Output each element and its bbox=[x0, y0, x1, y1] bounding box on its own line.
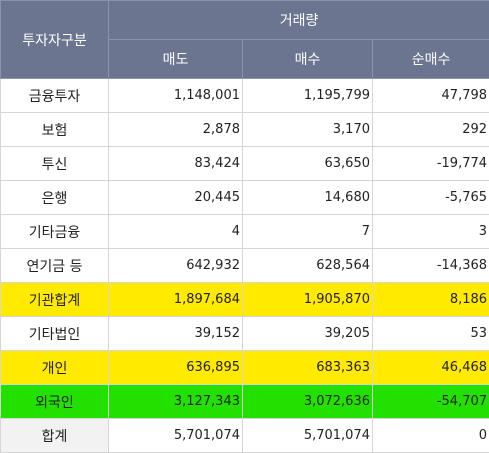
row-label: 금융투자 bbox=[1, 79, 109, 113]
sell-value: 1,897,684 bbox=[109, 283, 243, 317]
header-net-buy: 순매수 bbox=[373, 40, 489, 79]
table-row: 기타금융 4 7 3 bbox=[1, 215, 489, 249]
table-row-institution-total: 기관합계 1,897,684 1,905,870 8,186 bbox=[1, 283, 489, 317]
row-label: 기관합계 bbox=[1, 283, 109, 317]
buy-value: 1,195,799 bbox=[243, 79, 373, 113]
row-label: 은행 bbox=[1, 181, 109, 215]
buy-value: 3,170 bbox=[243, 113, 373, 147]
sell-value: 4 bbox=[109, 215, 243, 249]
buy-value: 39,205 bbox=[243, 317, 373, 351]
net-buy-value: 3 bbox=[373, 215, 489, 249]
net-buy-value: -54,707 bbox=[373, 385, 489, 419]
table-row: 투신 83,424 63,650 -19,774 bbox=[1, 147, 489, 181]
buy-value: 14,680 bbox=[243, 181, 373, 215]
sell-value: 636,895 bbox=[109, 351, 243, 385]
header-sell: 매도 bbox=[109, 40, 243, 79]
buy-value: 3,072,636 bbox=[243, 385, 373, 419]
table-row: 기타법인 39,152 39,205 53 bbox=[1, 317, 489, 351]
buy-value: 7 bbox=[243, 215, 373, 249]
net-buy-value: 292 bbox=[373, 113, 489, 147]
row-label: 기타금융 bbox=[1, 215, 109, 249]
table-row: 보험 2,878 3,170 292 bbox=[1, 113, 489, 147]
sell-value: 20,445 bbox=[109, 181, 243, 215]
sell-value: 2,878 bbox=[109, 113, 243, 147]
buy-value: 628,564 bbox=[243, 249, 373, 283]
net-buy-value: 53 bbox=[373, 317, 489, 351]
net-buy-value: -19,774 bbox=[373, 147, 489, 181]
table-row-total: 합계 5,701,074 5,701,074 0 bbox=[1, 419, 489, 453]
sell-value: 642,932 bbox=[109, 249, 243, 283]
net-buy-value: 47,798 bbox=[373, 79, 489, 113]
table-row: 금융투자 1,148,001 1,195,799 47,798 bbox=[1, 79, 489, 113]
buy-value: 5,701,074 bbox=[243, 419, 373, 453]
net-buy-value: -5,765 bbox=[373, 181, 489, 215]
row-label: 보험 bbox=[1, 113, 109, 147]
sell-value: 5,701,074 bbox=[109, 419, 243, 453]
header-volume-group: 거래량 bbox=[109, 1, 489, 40]
row-label: 개인 bbox=[1, 351, 109, 385]
row-label: 연기금 등 bbox=[1, 249, 109, 283]
header-investor-category: 투자자구분 bbox=[1, 1, 109, 79]
net-buy-value: 46,468 bbox=[373, 351, 489, 385]
net-buy-value: 0 bbox=[373, 419, 489, 453]
table-row-foreigner: 외국인 3,127,343 3,072,636 -54,707 bbox=[1, 385, 489, 419]
row-label: 기타법인 bbox=[1, 317, 109, 351]
row-label: 투신 bbox=[1, 147, 109, 181]
net-buy-value: 8,186 bbox=[373, 283, 489, 317]
sell-value: 83,424 bbox=[109, 147, 243, 181]
row-label: 합계 bbox=[1, 419, 109, 453]
table-row: 은행 20,445 14,680 -5,765 bbox=[1, 181, 489, 215]
table-row: 연기금 등 642,932 628,564 -14,368 bbox=[1, 249, 489, 283]
row-label: 외국인 bbox=[1, 385, 109, 419]
net-buy-value: -14,368 bbox=[373, 249, 489, 283]
table-row-individual: 개인 636,895 683,363 46,468 bbox=[1, 351, 489, 385]
sell-value: 1,148,001 bbox=[109, 79, 243, 113]
header-buy: 매수 bbox=[243, 40, 373, 79]
buy-value: 683,363 bbox=[243, 351, 373, 385]
buy-value: 63,650 bbox=[243, 147, 373, 181]
buy-value: 1,905,870 bbox=[243, 283, 373, 317]
sell-value: 3,127,343 bbox=[109, 385, 243, 419]
sell-value: 39,152 bbox=[109, 317, 243, 351]
